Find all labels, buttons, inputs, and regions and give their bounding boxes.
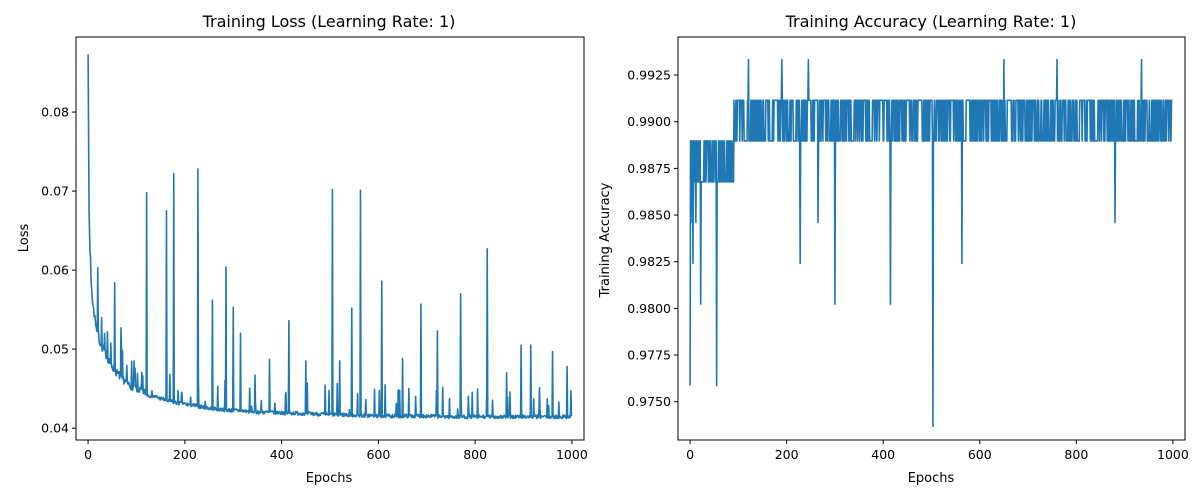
accuracy-chart-title: Training Accuracy (Learning Rate: 1): [785, 12, 1077, 31]
loss-chart: Training Loss (Learning Rate: 1) 0.040.0…: [17, 12, 588, 486]
acc-ytick-label: 0.9850: [627, 208, 671, 223]
acc-xtick-label: 400: [871, 447, 895, 462]
loss-xtick-label: 1000: [556, 447, 588, 462]
loss-xtick-label: 200: [173, 447, 197, 462]
loss-ytick-label: 0.07: [41, 184, 69, 199]
loss-xtick-label: 400: [270, 447, 294, 462]
loss-ytick-label: 0.04: [41, 421, 69, 436]
accuracy-chart: Training Accuracy (Learning Rate: 1) 0.9…: [598, 12, 1189, 486]
accuracy-x-axis: 0 200 400 600 800 1000: [686, 440, 1189, 462]
loss-axes-frame: [75, 36, 585, 441]
loss-xtick-label: 800: [463, 447, 487, 462]
loss-ytick-label: 0.08: [41, 105, 69, 120]
acc-ytick-label: 0.9800: [627, 301, 671, 316]
acc-xtick-label: 800: [1064, 447, 1088, 462]
acc-ytick-label: 0.9750: [627, 394, 671, 409]
acc-xtick-label: 1000: [1157, 447, 1189, 462]
loss-series-line: [87, 54, 573, 420]
loss-xtick-label: 600: [366, 447, 390, 462]
accuracy-x-axis-label: Epochs: [908, 471, 955, 486]
loss-chart-title: Training Loss (Learning Rate: 1): [202, 12, 456, 31]
acc-xtick-label: 200: [775, 447, 799, 462]
loss-x-axis-label: Epochs: [306, 471, 353, 486]
acc-ytick-label: 0.9900: [627, 114, 671, 129]
accuracy-y-axis-label: Training Accuracy: [598, 182, 613, 298]
acc-xtick-label: 600: [968, 447, 992, 462]
loss-plot-area: [87, 54, 573, 420]
acc-ytick-label: 0.9875: [627, 161, 671, 176]
loss-xtick-label: 0: [84, 447, 92, 462]
acc-ytick-label: 0.9825: [627, 254, 671, 269]
accuracy-series-line: [689, 58, 1173, 428]
accuracy-y-axis: 0.9750 0.9775 0.9800 0.9825 0.9850 0.9875 0.99…: [627, 68, 678, 409]
loss-y-axis: 0.04 0.05 0.06 0.07 0.08: [41, 105, 76, 436]
accuracy-plot-area: [689, 58, 1173, 428]
acc-ytick-label: 0.9925: [627, 68, 671, 83]
accuracy-axes-frame: [677, 36, 1186, 441]
loss-ytick-label: 0.06: [41, 263, 69, 278]
acc-ytick-label: 0.9775: [627, 348, 671, 363]
loss-y-axis-label: Loss: [17, 224, 32, 253]
acc-xtick-label: 0: [686, 447, 694, 462]
loss-ytick-label: 0.05: [41, 342, 69, 357]
loss-x-axis: 0 200 400 600 800 1000: [84, 440, 588, 462]
